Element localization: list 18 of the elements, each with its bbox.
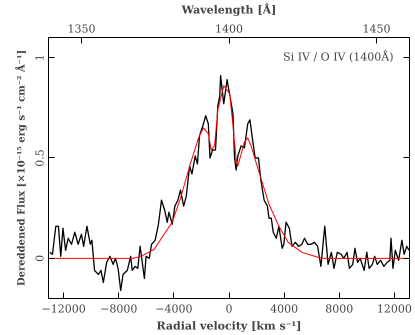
x2-tick-label: 1400 bbox=[215, 22, 244, 36]
annotation: Si IV / O IV (1400Å) bbox=[283, 50, 394, 64]
x-tick-label: 8000 bbox=[325, 302, 354, 316]
y-tick-label: 0.5 bbox=[34, 149, 46, 167]
x-axis-title: Radial velocity [km s⁻¹] bbox=[156, 320, 302, 332]
x-tick-label: 0 bbox=[226, 302, 232, 316]
x-tick-label: 12000 bbox=[376, 302, 412, 316]
x-tick-label: 4000 bbox=[270, 302, 298, 316]
x2-tick-label: 1450 bbox=[362, 22, 390, 36]
x-tick-label: −4000 bbox=[155, 302, 192, 316]
x-tick-label: −12000 bbox=[42, 302, 86, 316]
x2-tick-label: 1350 bbox=[68, 22, 96, 36]
x2-axis-title: Wavelength [Å] bbox=[180, 2, 276, 16]
y-tick-label: 0 bbox=[34, 254, 46, 262]
x-tick-label: −8000 bbox=[100, 302, 138, 316]
y-tick-label: 1 bbox=[34, 54, 46, 62]
line-series bbox=[49, 74, 410, 292]
y-axis-title: Dereddened Flux [×10⁻¹⁵ erg s⁻¹ cm⁻² Å⁻¹] bbox=[14, 50, 28, 286]
